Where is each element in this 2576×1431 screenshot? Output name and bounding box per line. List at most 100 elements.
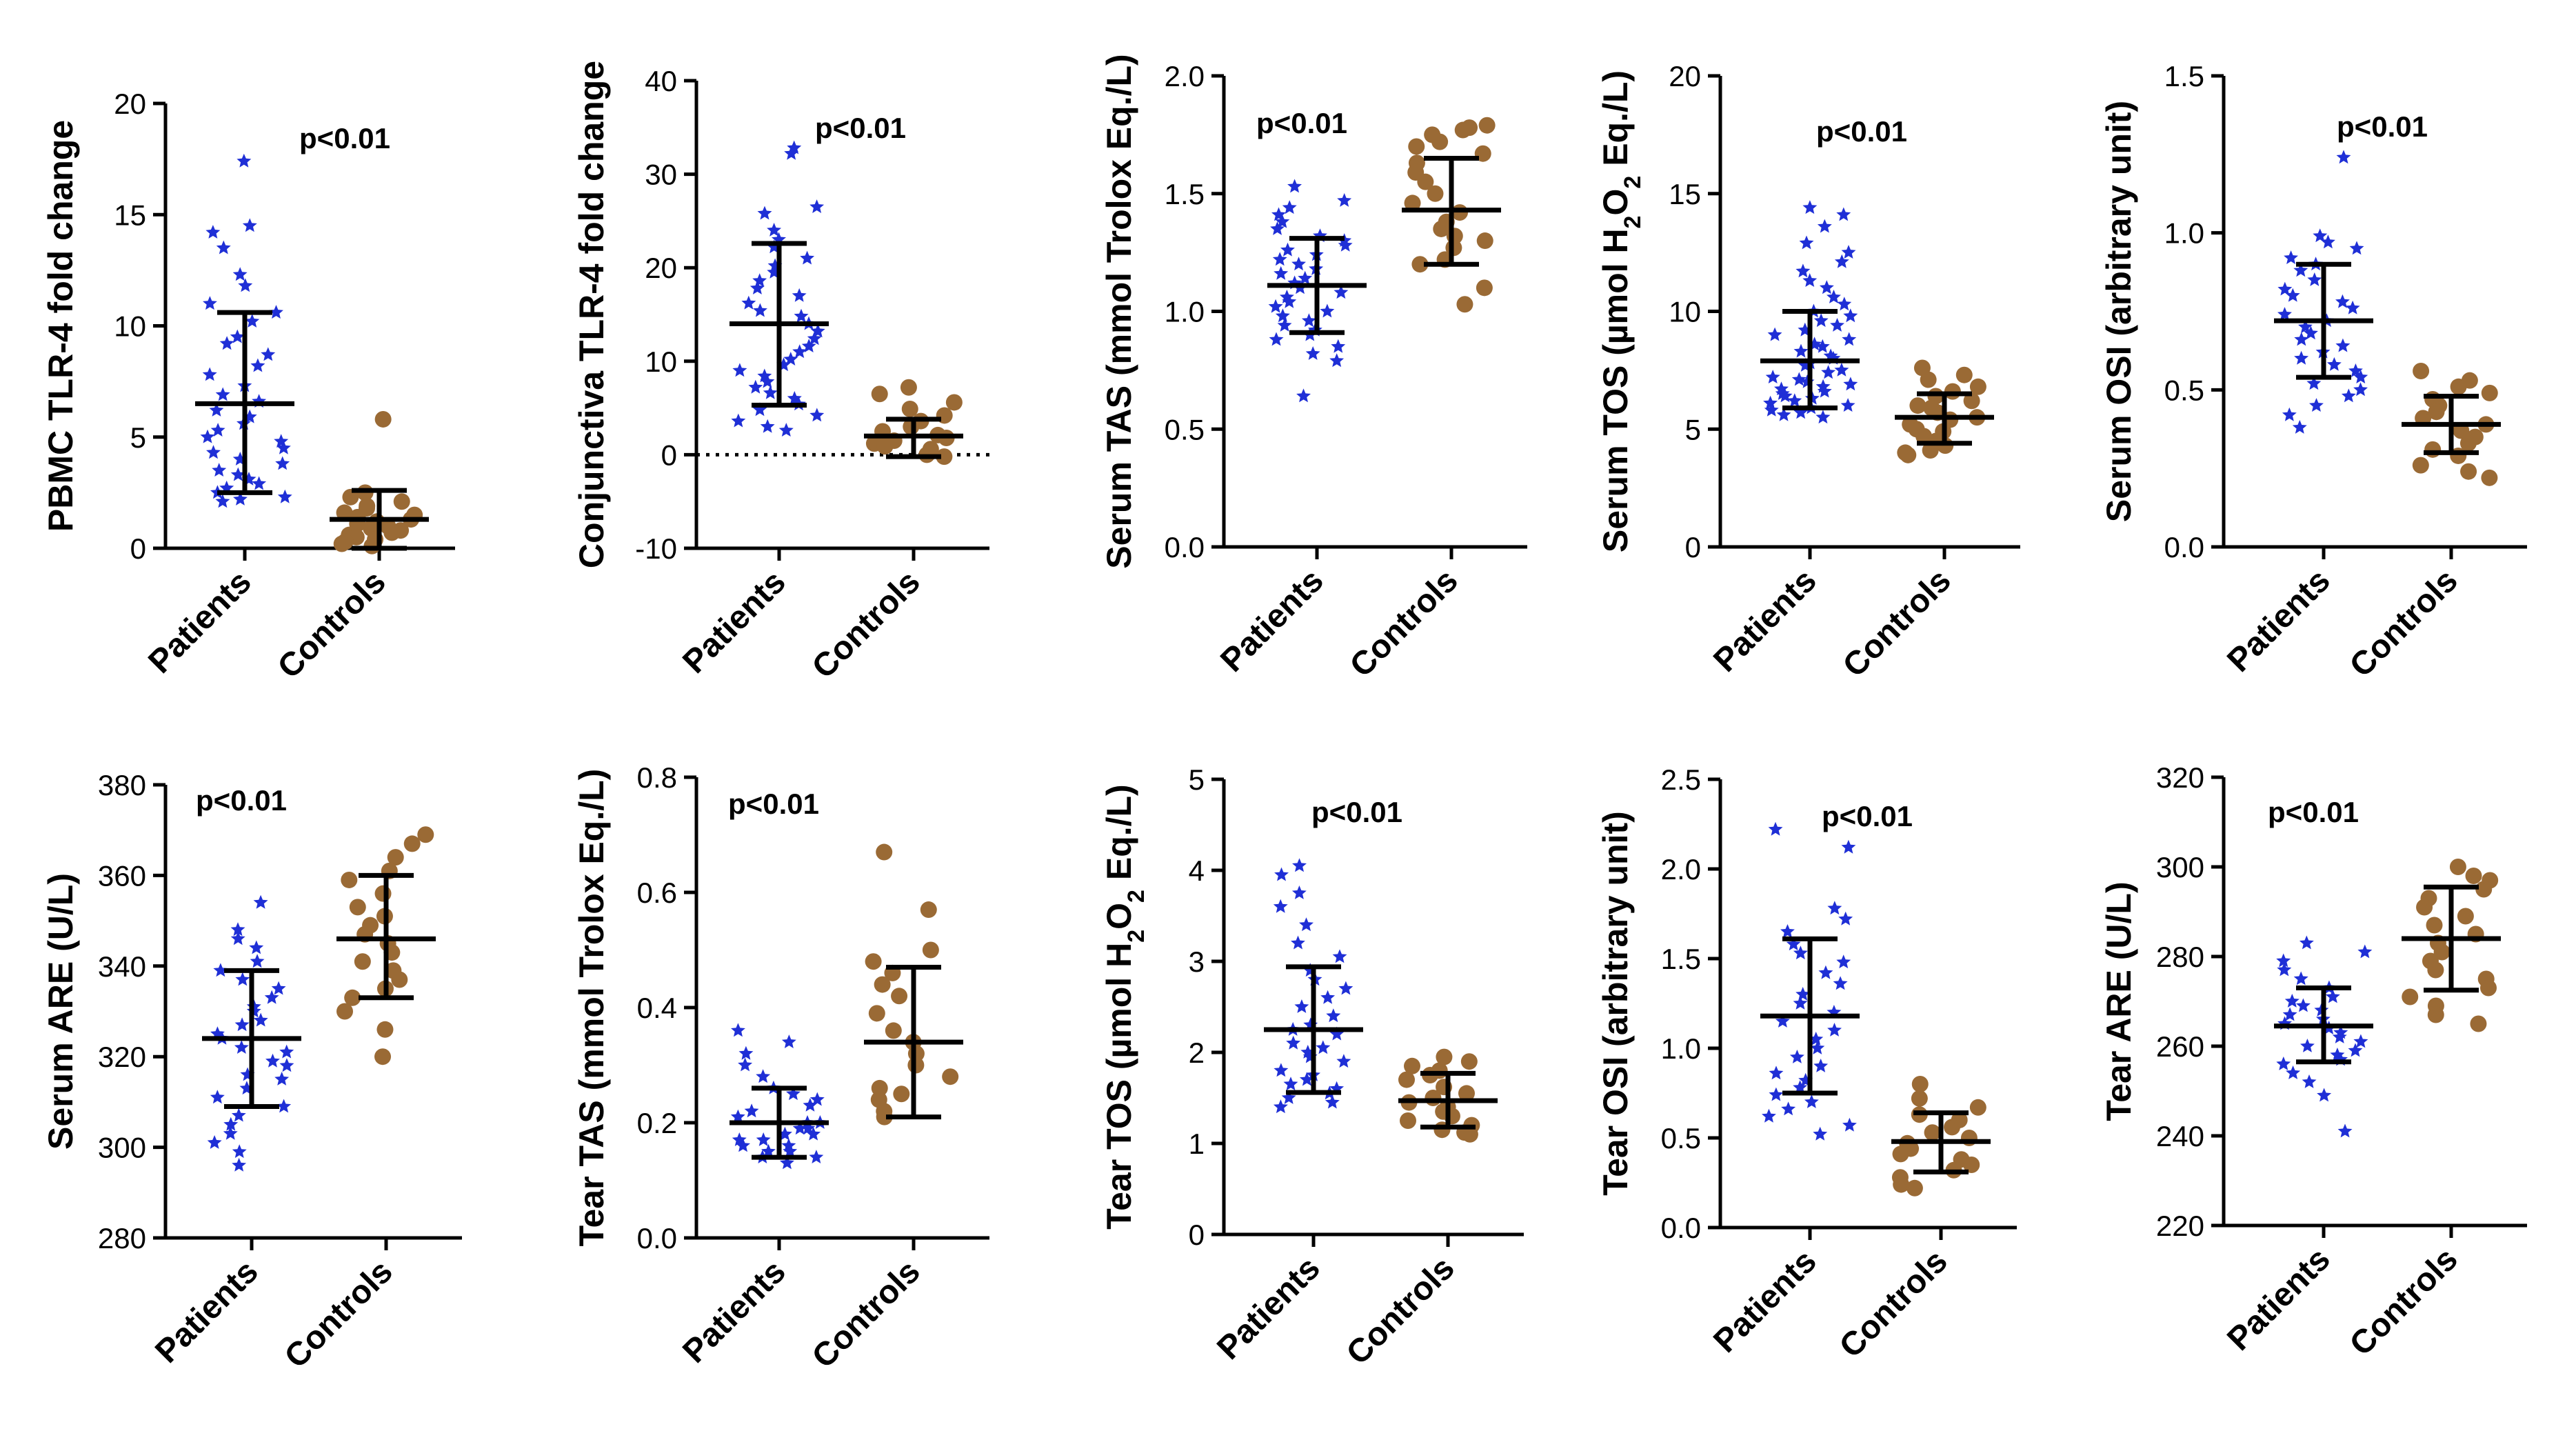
data-point-star: [1280, 242, 1295, 257]
x-category-label-patients: Patients: [2220, 562, 2337, 679]
data-point-star: [1813, 313, 1829, 328]
data-point-star: [1819, 280, 1834, 294]
data-point-star: [761, 1143, 776, 1158]
x-category-label-patients: Patients: [676, 1253, 793, 1370]
data-point-star: [1813, 1126, 1828, 1141]
data-point-star: [1840, 398, 1855, 412]
y-tick-label: 20: [1669, 60, 1701, 92]
y-tick-label: 40: [645, 65, 677, 97]
y-tick-label: 280: [98, 1222, 146, 1254]
data-point-circle: [1915, 428, 1933, 445]
y-axis-title: Serum ARE (U/L): [41, 873, 80, 1150]
data-point-star: [749, 281, 765, 294]
data-point-star: [1272, 252, 1287, 266]
data-point-star: [1269, 332, 1284, 346]
data-point-star: [809, 199, 825, 213]
y-tick-label: 0: [661, 439, 677, 471]
data-point-circle: [336, 1003, 354, 1020]
data-point-circle: [1893, 1176, 1910, 1193]
data-point-star: [786, 1086, 801, 1101]
data-point-star: [2307, 272, 2322, 286]
data-point-star: [1817, 219, 1832, 233]
data-point-star: [1795, 263, 1811, 278]
x-category-label-controls: Controls: [2343, 562, 2465, 684]
data-point-star: [2276, 1057, 2291, 1070]
data-point-star: [223, 1125, 238, 1140]
data-point-circle: [1417, 173, 1434, 190]
y-tick-label: 0.4: [637, 992, 677, 1024]
data-point-circle: [2460, 463, 2477, 480]
data-point-star: [232, 1144, 247, 1159]
y-tick-label: 220: [2156, 1210, 2204, 1242]
data-point-circle: [2427, 1006, 2444, 1023]
y-tick-label: 5: [1685, 413, 1701, 446]
data-point-star: [1334, 285, 1349, 299]
data-point-star: [748, 379, 763, 394]
data-point-circle: [1911, 1076, 1929, 1092]
y-tick-label: 1.0: [1661, 1032, 1701, 1065]
data-point-star: [1762, 1108, 1776, 1123]
data-point-circle: [344, 989, 361, 1006]
y-tick-label: 240: [2156, 1120, 2204, 1152]
data-point-star: [803, 1098, 818, 1112]
y-axis-title-part: O: [1100, 903, 1138, 930]
data-point-star: [216, 240, 231, 254]
data-point-star: [732, 363, 747, 377]
data-point-star: [2335, 338, 2351, 352]
data-point-star: [1338, 237, 1353, 252]
data-point-star: [2277, 281, 2293, 296]
data-point-circle: [1955, 366, 1973, 383]
p-value-annotation: p<0.01: [815, 112, 906, 144]
data-point-star: [760, 419, 775, 433]
y-tick-label: 2: [1189, 1037, 1205, 1069]
y-axis-title: Tear TAS (mmol Trolox Eq./L): [572, 769, 611, 1247]
data-point-star: [250, 954, 265, 968]
y-axis-title-part: 2: [1123, 890, 1149, 903]
y-axis-title: Serum OSI (arbitrary unit): [2100, 101, 2138, 522]
data-point-star: [1834, 254, 1849, 268]
data-point-star: [1837, 297, 1852, 311]
data-point-star: [1769, 1087, 1784, 1101]
data-point-star: [752, 402, 767, 417]
y-tick-label: 10: [114, 310, 146, 343]
data-point-circle: [2481, 384, 2498, 401]
data-point-circle: [2424, 441, 2442, 458]
y-tick-label: 260: [2156, 1030, 2204, 1063]
data-point-star: [276, 1099, 292, 1113]
data-point-star: [738, 1045, 754, 1060]
y-tick-label: 2.0: [1165, 60, 1205, 92]
data-point-star: [1301, 313, 1316, 328]
data-point-circle: [1458, 1085, 1475, 1102]
data-point-circle: [1454, 121, 1471, 139]
data-point-star: [250, 358, 265, 372]
data-point-circle: [2479, 979, 2497, 997]
data-point-star: [2298, 319, 2313, 334]
data-point-circle: [885, 1022, 902, 1039]
data-point-star: [1836, 207, 1851, 221]
data-point-star: [2300, 1039, 2315, 1052]
data-point-circle: [333, 535, 350, 552]
y-tick-label: -10: [635, 532, 677, 565]
y-tick-label: 15: [1669, 178, 1701, 210]
data-point-star: [213, 963, 228, 977]
data-point-star: [1268, 299, 1283, 313]
data-point-star: [741, 295, 756, 310]
data-point-circle: [341, 871, 358, 888]
data-point-star: [1830, 318, 1844, 332]
data-point-circle: [1911, 1090, 1928, 1107]
data-point-star: [223, 1117, 239, 1131]
data-point-star: [206, 445, 221, 459]
data-point-circle: [945, 394, 963, 411]
y-tick-label: 1: [1189, 1128, 1205, 1160]
p-value-annotation: p<0.01: [299, 122, 390, 154]
data-point-star: [1793, 405, 1809, 419]
data-point-star: [245, 314, 260, 328]
data-point-circle: [922, 941, 939, 959]
y-tick-label: 15: [114, 199, 146, 231]
data-point-star: [234, 1017, 250, 1032]
data-point-circle: [1969, 378, 1986, 395]
data-point-star: [763, 385, 778, 399]
data-point-circle: [2426, 917, 2443, 934]
data-point-star: [2353, 382, 2368, 397]
data-point-star: [205, 225, 221, 239]
